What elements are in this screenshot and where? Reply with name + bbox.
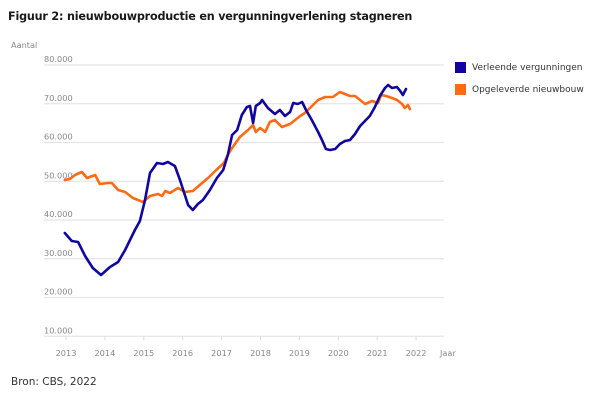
- y-tick-label: 40.000: [44, 209, 73, 219]
- legend-swatch-vergunningen: [455, 62, 466, 73]
- x-tick-label: 2022: [406, 348, 427, 358]
- legend-item-nieuwbouw[interactable]: Opgeleverde nieuwbouw: [455, 84, 584, 95]
- x-tick-label: 2018: [250, 348, 271, 358]
- legend-label-vergunningen: Verleende vergunningen: [472, 62, 583, 73]
- y-tick-labels: 10.000 20.000 30.000 40.000 50.000 60.000 70.0…: [44, 54, 73, 335]
- y-tick-label: 80.000: [44, 54, 73, 64]
- y-tick-label: 30.000: [44, 248, 73, 258]
- x-tick-label: 2016: [172, 348, 193, 358]
- series-line-nieuwbouw: [63, 90, 412, 204]
- y-tick-label: 20.000: [44, 287, 73, 297]
- x-tick-label: 2017: [211, 348, 232, 358]
- series-lines: [63, 83, 412, 277]
- series-line-vergunningen: [63, 83, 408, 277]
- y-tick-label: 10.000: [44, 325, 73, 335]
- y-tick-label: 70.000: [44, 93, 73, 103]
- legend-swatch-nieuwbouw: [455, 84, 466, 95]
- x-tick-labels: 2013 2014 2015 2016 2017 2018 2019 2020 2021 2022: [56, 336, 427, 358]
- y-axis-label: Aantal: [11, 40, 37, 50]
- x-tick-label: 2014: [94, 348, 115, 358]
- x-tick-label: 2020: [328, 348, 349, 358]
- source-note: Bron: CBS, 2022: [11, 376, 97, 388]
- gridlines: [44, 64, 444, 337]
- x-tick-label: 2019: [289, 348, 310, 358]
- x-tick-label: 2013: [56, 348, 77, 358]
- x-tick-label: 2021: [367, 348, 388, 358]
- chart-title: Figuur 2: nieuwbouwproductie en vergunni…: [8, 10, 413, 23]
- x-tick-label: 2015: [133, 348, 154, 358]
- y-tick-label: 50.000: [44, 170, 73, 180]
- x-axis-label: Jaar: [439, 348, 456, 358]
- legend-label-nieuwbouw: Opgeleverde nieuwbouw: [472, 84, 584, 95]
- y-tick-label: 60.000: [44, 132, 73, 142]
- legend-item-vergunningen[interactable]: Verleende vergunningen: [455, 62, 582, 73]
